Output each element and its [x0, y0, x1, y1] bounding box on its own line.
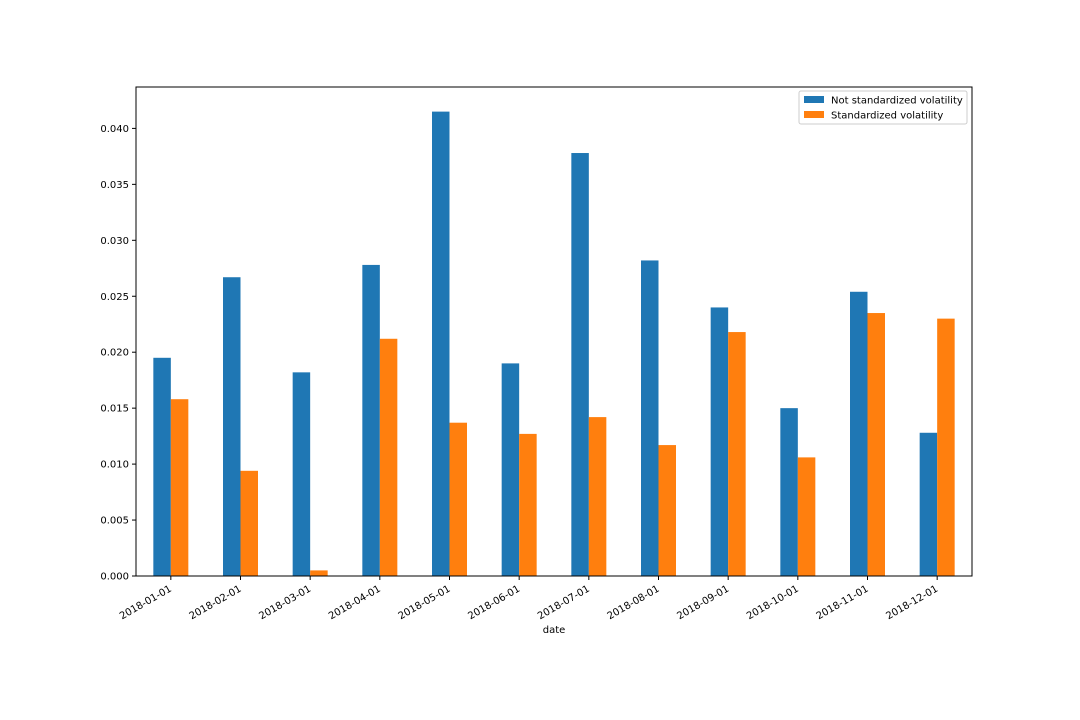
y-tick-label: 0.030: [100, 236, 129, 247]
bar-not-standardized-2018-05-01: [432, 111, 450, 576]
bar-not-standardized-2018-08-01: [641, 260, 659, 576]
bar-standardized-2018-05-01: [449, 422, 467, 576]
bar-standardized-2018-08-01: [658, 445, 676, 576]
bar-standardized-2018-04-01: [379, 338, 398, 576]
x-tick-label: 2018-12-01: [884, 584, 940, 623]
x-axis-label: date: [543, 625, 566, 636]
plot-frame: [135, 86, 973, 577]
y-axis: 0.000 0.005 0.010 0.015 0.020 0.025 0.030 0.035…: [100, 124, 136, 583]
x-tick-label: 2018-06-01: [466, 584, 522, 623]
bar-not-standardized-2018-06-01: [501, 363, 520, 576]
x-tick-label: 2018-01-01: [118, 584, 174, 623]
x-axis: 2018-01-01 2018-02-01 2018-03-01 2018-04-01…: [118, 576, 940, 622]
legend: Not standardized volatility Standardized …: [798, 90, 968, 125]
bar-standardized-2018-11-01: [867, 313, 885, 576]
bar-not-standardized-2018-11-01: [850, 291, 868, 576]
y-tick-label: 0.035: [100, 180, 129, 191]
y-tick-label: 0.005: [100, 516, 129, 527]
bar-not-standardized-2018-12-01: [919, 432, 938, 576]
x-tick-label: 2018-03-01: [257, 584, 313, 623]
y-tick-label: 0.015: [100, 404, 129, 415]
bar-standardized-2018-01-01: [170, 399, 189, 576]
bar-standardized-2018-09-01: [728, 332, 746, 576]
y-tick-label: 0.040: [100, 124, 129, 135]
bar-standardized-2018-07-01: [588, 417, 607, 576]
legend-entry: Not standardized volatility: [831, 96, 963, 107]
bar-not-standardized-2018-07-01: [571, 153, 589, 576]
bar-standardized-2018-02-01: [240, 470, 258, 576]
legend-entry: Standardized volatility: [831, 111, 943, 122]
x-tick-label: 2018-04-01: [327, 584, 383, 623]
bar-not-standardized-2018-03-01: [292, 372, 311, 576]
x-tick-label: 2018-11-01: [815, 584, 871, 623]
y-tick-label: 0.000: [100, 572, 129, 583]
x-tick-label: 2018-09-01: [675, 584, 731, 623]
y-tick-label: 0.010: [100, 460, 129, 471]
x-tick-label: 2018-02-01: [188, 584, 244, 623]
legend-swatch: [804, 96, 824, 103]
x-tick-label: 2018-08-01: [606, 584, 662, 623]
bar-not-standardized-2018-01-01: [153, 357, 171, 576]
bar-standardized-2018-10-01: [797, 457, 816, 576]
bar-standardized-2018-06-01: [519, 433, 537, 576]
x-tick-label: 2018-05-01: [397, 584, 453, 623]
y-tick-label: 0.025: [100, 292, 129, 303]
bar-not-standardized-2018-10-01: [780, 408, 798, 576]
bar-not-standardized-2018-04-01: [362, 264, 380, 576]
legend-swatch: [804, 111, 824, 118]
legend-box: [798, 90, 968, 125]
bar-not-standardized-2018-09-01: [710, 307, 729, 576]
bar-group: [153, 111, 955, 576]
x-tick-label: 2018-10-01: [745, 584, 801, 623]
x-tick-label: 2018-07-01: [536, 584, 592, 623]
bar-standardized-2018-03-01: [310, 570, 328, 576]
y-tick-label: 0.020: [100, 348, 129, 359]
bar-not-standardized-2018-02-01: [223, 277, 241, 576]
bar-standardized-2018-12-01: [937, 318, 955, 576]
